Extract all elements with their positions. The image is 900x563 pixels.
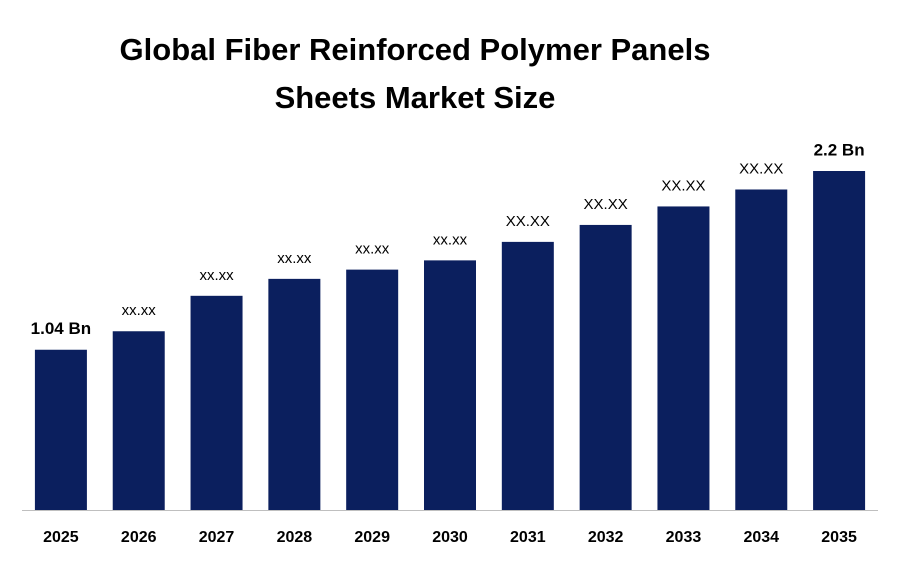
bar — [346, 269, 399, 510]
value-label: xx.xx — [122, 302, 157, 319]
x-tick-label: 2035 — [821, 529, 857, 546]
value-label: xx.xx — [355, 241, 390, 258]
x-tick-label: 2034 — [743, 529, 779, 546]
value-label: XX.XX — [506, 213, 550, 230]
value-label: xx.xx — [199, 267, 234, 284]
bar — [579, 224, 632, 510]
bar — [424, 260, 476, 510]
x-tick-label: 2026 — [121, 529, 157, 546]
bar — [268, 278, 321, 510]
value-label: xx.xx — [277, 250, 312, 267]
value-label: XX.XX — [584, 196, 628, 213]
x-tick-label: 2032 — [588, 529, 624, 546]
x-tick-label: 2030 — [432, 529, 468, 546]
value-label: 2.2 Bn — [814, 140, 865, 159]
chart-title: Global Fiber Reinforced Polymer Panels S… — [119, 32, 711, 115]
bar — [735, 189, 788, 510]
x-tick-label: 2033 — [666, 529, 702, 546]
bar — [657, 206, 710, 510]
x-tick-label: 2025 — [43, 529, 79, 546]
value-label: XX.XX — [739, 160, 783, 177]
x-tick-label: 2028 — [277, 529, 313, 546]
bar — [501, 241, 554, 510]
bar — [190, 295, 243, 510]
x-tick-label: 2029 — [354, 529, 390, 546]
bar — [112, 331, 165, 510]
value-label: 1.04 Bn — [31, 319, 91, 338]
value-label: XX.XX — [661, 177, 705, 194]
x-tick-label: 2027 — [199, 529, 235, 546]
bar — [813, 171, 866, 510]
value-label: xx.xx — [433, 231, 468, 248]
x-tick-label: 2031 — [510, 529, 546, 546]
bar — [34, 349, 87, 510]
